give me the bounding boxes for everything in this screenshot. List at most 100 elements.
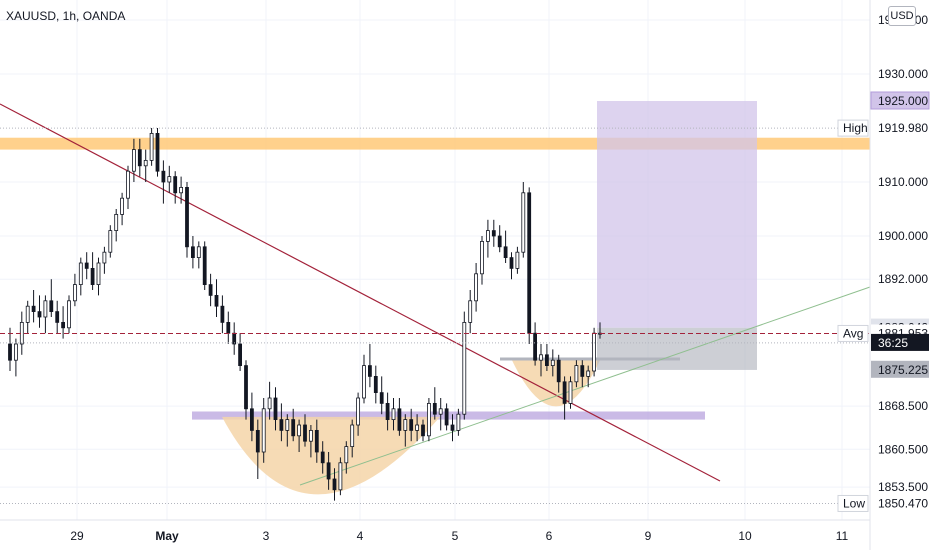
candle-body <box>362 365 366 399</box>
candle <box>450 414 455 442</box>
candle-body <box>137 149 142 167</box>
candle-body <box>586 370 591 377</box>
candle-body <box>220 305 225 323</box>
candle-body <box>108 230 113 253</box>
candle-body <box>279 419 284 431</box>
candle <box>356 392 361 436</box>
avg-tag-bg <box>837 324 869 342</box>
candle-body <box>462 321 467 415</box>
low-price-label-bg <box>871 494 929 512</box>
candle-body <box>167 176 172 183</box>
candles-layer[interactable] <box>8 128 602 501</box>
candle-body <box>415 424 420 431</box>
candle-body <box>356 397 361 426</box>
candle-body <box>550 359 555 367</box>
high-tag-bg <box>837 119 869 137</box>
candle <box>126 165 130 209</box>
currency-label: USD <box>890 10 914 22</box>
candle <box>480 236 484 285</box>
candle-body <box>31 305 36 313</box>
high-tag: High <box>843 121 868 135</box>
candle <box>562 376 567 420</box>
uptrend-line <box>299 286 871 486</box>
candle <box>255 419 260 479</box>
candle-body <box>244 365 248 410</box>
candle <box>468 290 473 334</box>
candle-body <box>556 359 561 383</box>
candle-body <box>261 408 266 453</box>
candle-body <box>320 451 325 464</box>
long-position-stop-zone <box>597 327 757 370</box>
candle-body <box>432 402 437 415</box>
candle <box>261 398 266 463</box>
candle-body <box>438 408 443 415</box>
candle <box>350 419 355 458</box>
candle <box>137 138 142 177</box>
currency-button[interactable]: USD <box>888 6 916 26</box>
candle-body <box>503 246 508 259</box>
candle <box>31 290 36 323</box>
candle-body <box>149 132 154 161</box>
candle-body <box>226 321 231 334</box>
candle <box>556 354 561 393</box>
candle <box>173 171 178 204</box>
candle <box>397 398 402 436</box>
candle <box>244 360 248 420</box>
candle-body <box>67 300 71 329</box>
candle-body <box>78 262 83 286</box>
candle <box>533 322 537 366</box>
candle <box>149 128 154 166</box>
candle <box>167 165 172 193</box>
candle <box>432 387 437 420</box>
candle <box>155 128 160 177</box>
candle <box>580 360 585 388</box>
rounding-bottom-left <box>222 416 440 495</box>
candle <box>67 295 71 334</box>
candle-body <box>403 419 408 431</box>
candle-body <box>267 397 272 410</box>
candle-body <box>297 424 302 437</box>
x-tick-label: 6 <box>546 529 553 543</box>
candle <box>367 344 372 388</box>
candle <box>415 414 420 442</box>
candle <box>220 295 225 334</box>
candle <box>297 419 302 452</box>
candle <box>592 327 596 377</box>
candle-body <box>84 262 89 269</box>
time-axis[interactable]: 29 May 3 4 5 6 9 10 11 <box>70 529 848 543</box>
candle-body <box>249 408 254 431</box>
candle <box>202 241 207 290</box>
candle <box>78 257 83 296</box>
candle-body <box>444 408 449 426</box>
stop-price-label: 1875.225 <box>878 363 928 377</box>
candle <box>550 349 555 377</box>
candle <box>338 457 343 496</box>
candle <box>143 149 148 182</box>
candle <box>515 246 520 274</box>
candle <box>238 333 243 371</box>
downtrend-line <box>0 103 721 482</box>
candle <box>586 365 591 388</box>
candle-body <box>527 192 532 334</box>
candle <box>285 414 290 447</box>
y-tick-label: 1853.500 <box>878 480 928 494</box>
candle-body <box>73 284 77 302</box>
candle <box>13 338 18 377</box>
candle-body <box>190 246 195 259</box>
candle <box>344 441 349 474</box>
candle <box>444 403 449 431</box>
candle-body <box>126 170 130 199</box>
candle <box>491 219 496 247</box>
candle-body <box>155 132 160 172</box>
candle-body <box>379 392 384 404</box>
candle <box>409 408 414 442</box>
chart-title: XAUUSD, 1h, OANDA <box>6 9 126 23</box>
target-price-label: 1925.000 <box>878 94 928 108</box>
candle-body <box>468 300 473 323</box>
candle <box>291 408 296 442</box>
candle-body <box>533 332 537 361</box>
candle-body <box>450 424 455 431</box>
candle-body <box>456 413 461 431</box>
y-tick-label: 1892.000 <box>878 272 928 286</box>
